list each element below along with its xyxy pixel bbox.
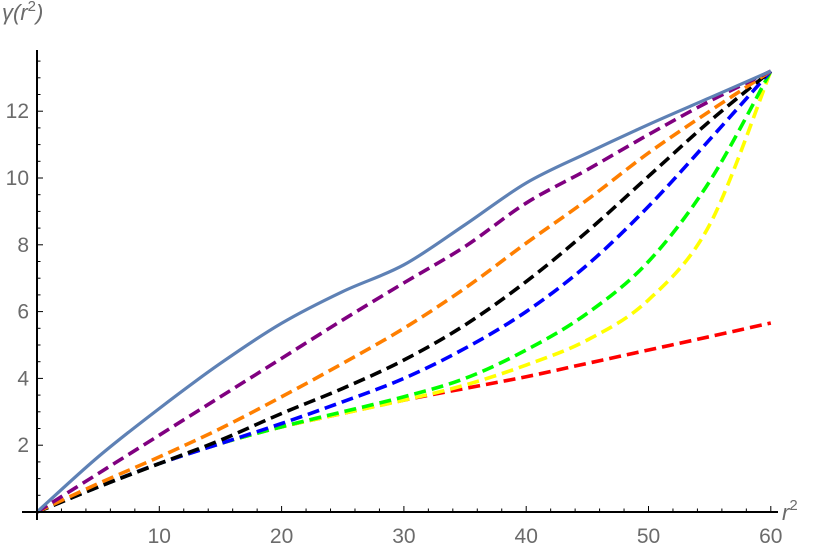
series-green	[36, 70, 773, 514]
series-solid	[35, 69, 772, 514]
x-tick-label: 20	[270, 525, 293, 548]
ticks	[37, 60, 772, 512]
x-tick-label: 40	[515, 525, 538, 548]
x-tick-label: 30	[392, 525, 415, 548]
series-layer	[35, 69, 773, 514]
series-black	[36, 69, 772, 514]
series-purple	[36, 69, 772, 514]
y-tick-label: 2	[17, 434, 29, 457]
y-tick-label: 10	[6, 167, 29, 190]
x-tick-label: 10	[148, 525, 171, 548]
series-blue	[36, 69, 773, 514]
series-yellow	[36, 70, 773, 514]
y-axis-title: γ(r2)	[2, 0, 43, 25]
x-axis-title: r2	[782, 497, 798, 525]
y-tick-label: 6	[17, 301, 29, 324]
x-tick-label: 60	[759, 525, 782, 548]
y-tick-label: 4	[17, 367, 29, 390]
x-tick-label: 50	[637, 525, 660, 548]
series-orange	[36, 69, 772, 514]
y-tick-label: 8	[17, 234, 29, 257]
y-tick-label: 12	[6, 100, 29, 123]
tick-labels: 10 20 30 40 50 60 2 4 6 8 10 12	[6, 100, 783, 548]
